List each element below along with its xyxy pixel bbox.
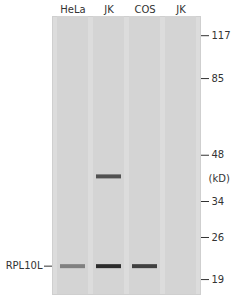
svg-text:85: 85 [212, 73, 225, 84]
svg-text:117: 117 [212, 30, 231, 41]
svg-text:19: 19 [212, 274, 225, 285]
svg-text:COS: COS [134, 4, 155, 15]
svg-text:48: 48 [212, 149, 225, 160]
svg-text:JK: JK [103, 4, 114, 15]
svg-text:RPL10L: RPL10L [6, 260, 43, 271]
svg-text:34: 34 [212, 196, 225, 207]
svg-text:HeLa: HeLa [60, 4, 85, 15]
svg-text:JK: JK [175, 4, 186, 15]
svg-text:26: 26 [212, 232, 225, 243]
svg-text:(kD): (kD) [209, 173, 230, 184]
